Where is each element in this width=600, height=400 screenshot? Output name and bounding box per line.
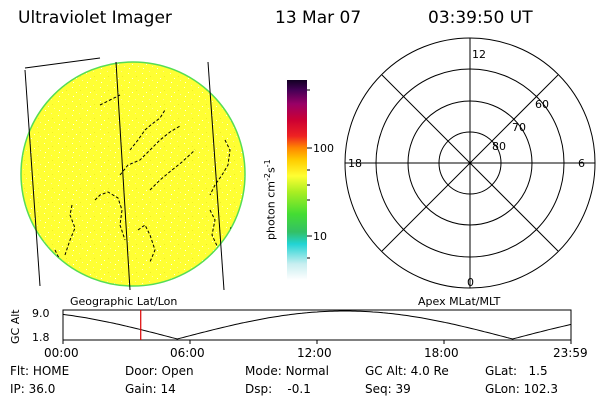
status-glat: GLat: 1.5 <box>485 364 548 378</box>
date-label: 13 Mar 07 <box>275 8 362 28</box>
time-tick-1: 06:00 <box>170 346 205 360</box>
status-glon: GLon: 102.3 <box>485 382 558 396</box>
status-seq: Seq: 39 <box>365 382 411 396</box>
time-tick-3: 18:00 <box>424 346 459 360</box>
polar-caption: Apex MLat/MLT <box>418 295 501 308</box>
mlt-label-12: 12 <box>472 48 486 61</box>
status-ip: IP: 36.0 <box>10 382 56 396</box>
meridians <box>24 57 225 291</box>
lat-label-80: 80 <box>492 140 506 153</box>
status-door: Door: Open <box>125 364 194 378</box>
lat-label-60: 60 <box>535 98 549 111</box>
colorbar-unit-label: photon cm-2s-1 <box>263 159 278 240</box>
time-tick-2: 12:00 <box>297 346 332 360</box>
status-gc-alt: GC Alt: 4.0 Re <box>365 364 449 378</box>
image-caption: Geographic Lat/Lon <box>70 295 178 308</box>
orbit-ytick-bottom: 1.8 <box>32 331 50 344</box>
orbit-plot <box>62 309 572 344</box>
status-flt: Flt: HOME <box>10 364 70 378</box>
mlt-label-6: 6 <box>578 157 585 170</box>
color-bar <box>287 80 307 280</box>
time-tick-4: 23:59 <box>553 346 588 360</box>
colorbar-tick-10: 10 <box>313 230 327 243</box>
orbit-ylabel: GC Alt <box>9 309 22 344</box>
mlt-label-18: 18 <box>348 157 362 170</box>
lat-label-70: 70 <box>512 121 526 134</box>
uv-image-disk <box>20 57 246 291</box>
colorbar-tick-100: 100 <box>313 142 334 155</box>
polar-grid <box>344 37 596 289</box>
status-dsp: Dsp: -0.1 <box>245 382 311 396</box>
orbit-ytick-top: 9.0 <box>32 307 50 320</box>
instrument-title: Ultraviolet Imager <box>18 8 172 28</box>
mlt-label-0: 0 <box>467 276 474 289</box>
time-label: 03:39:50 UT <box>428 8 533 28</box>
status-mode: Mode: Normal <box>245 364 329 378</box>
status-gain: Gain: 14 <box>125 382 176 396</box>
color-bar-ticks <box>307 89 312 259</box>
time-tick-0: 00:00 <box>44 346 79 360</box>
